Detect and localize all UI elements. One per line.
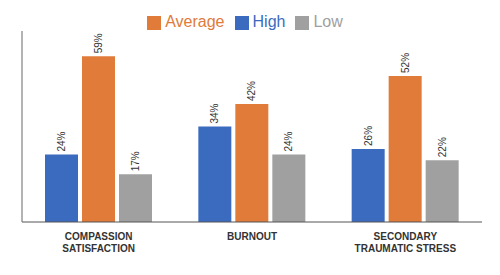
html-text:Low: Low	[313, 13, 343, 30]
svg-text:24%: 24%	[283, 131, 294, 151]
svg-text:SECONDARYTRAUMATIC STRESS: SECONDARYTRAUMATIC STRESS	[355, 231, 457, 254]
svg-text:24%: 24%	[56, 131, 67, 151]
svg-text:59%: 59%	[93, 33, 104, 53]
svg-text:BURNOUT: BURNOUT	[227, 231, 277, 242]
svg-text:34%: 34%	[209, 103, 220, 123]
html-text:High: High	[252, 13, 286, 30]
svg-text:42%: 42%	[246, 81, 257, 101]
svg-text:17%: 17%	[130, 151, 141, 171]
svg-text:26%: 26%	[363, 126, 374, 146]
svg-text:COMPASSIONSATISFACTION: COMPASSIONSATISFACTION	[62, 231, 135, 254]
svg-text:52%: 52%	[400, 53, 411, 73]
svg-text:22%: 22%	[437, 137, 448, 157]
html-text:Average: Average	[165, 13, 225, 30]
